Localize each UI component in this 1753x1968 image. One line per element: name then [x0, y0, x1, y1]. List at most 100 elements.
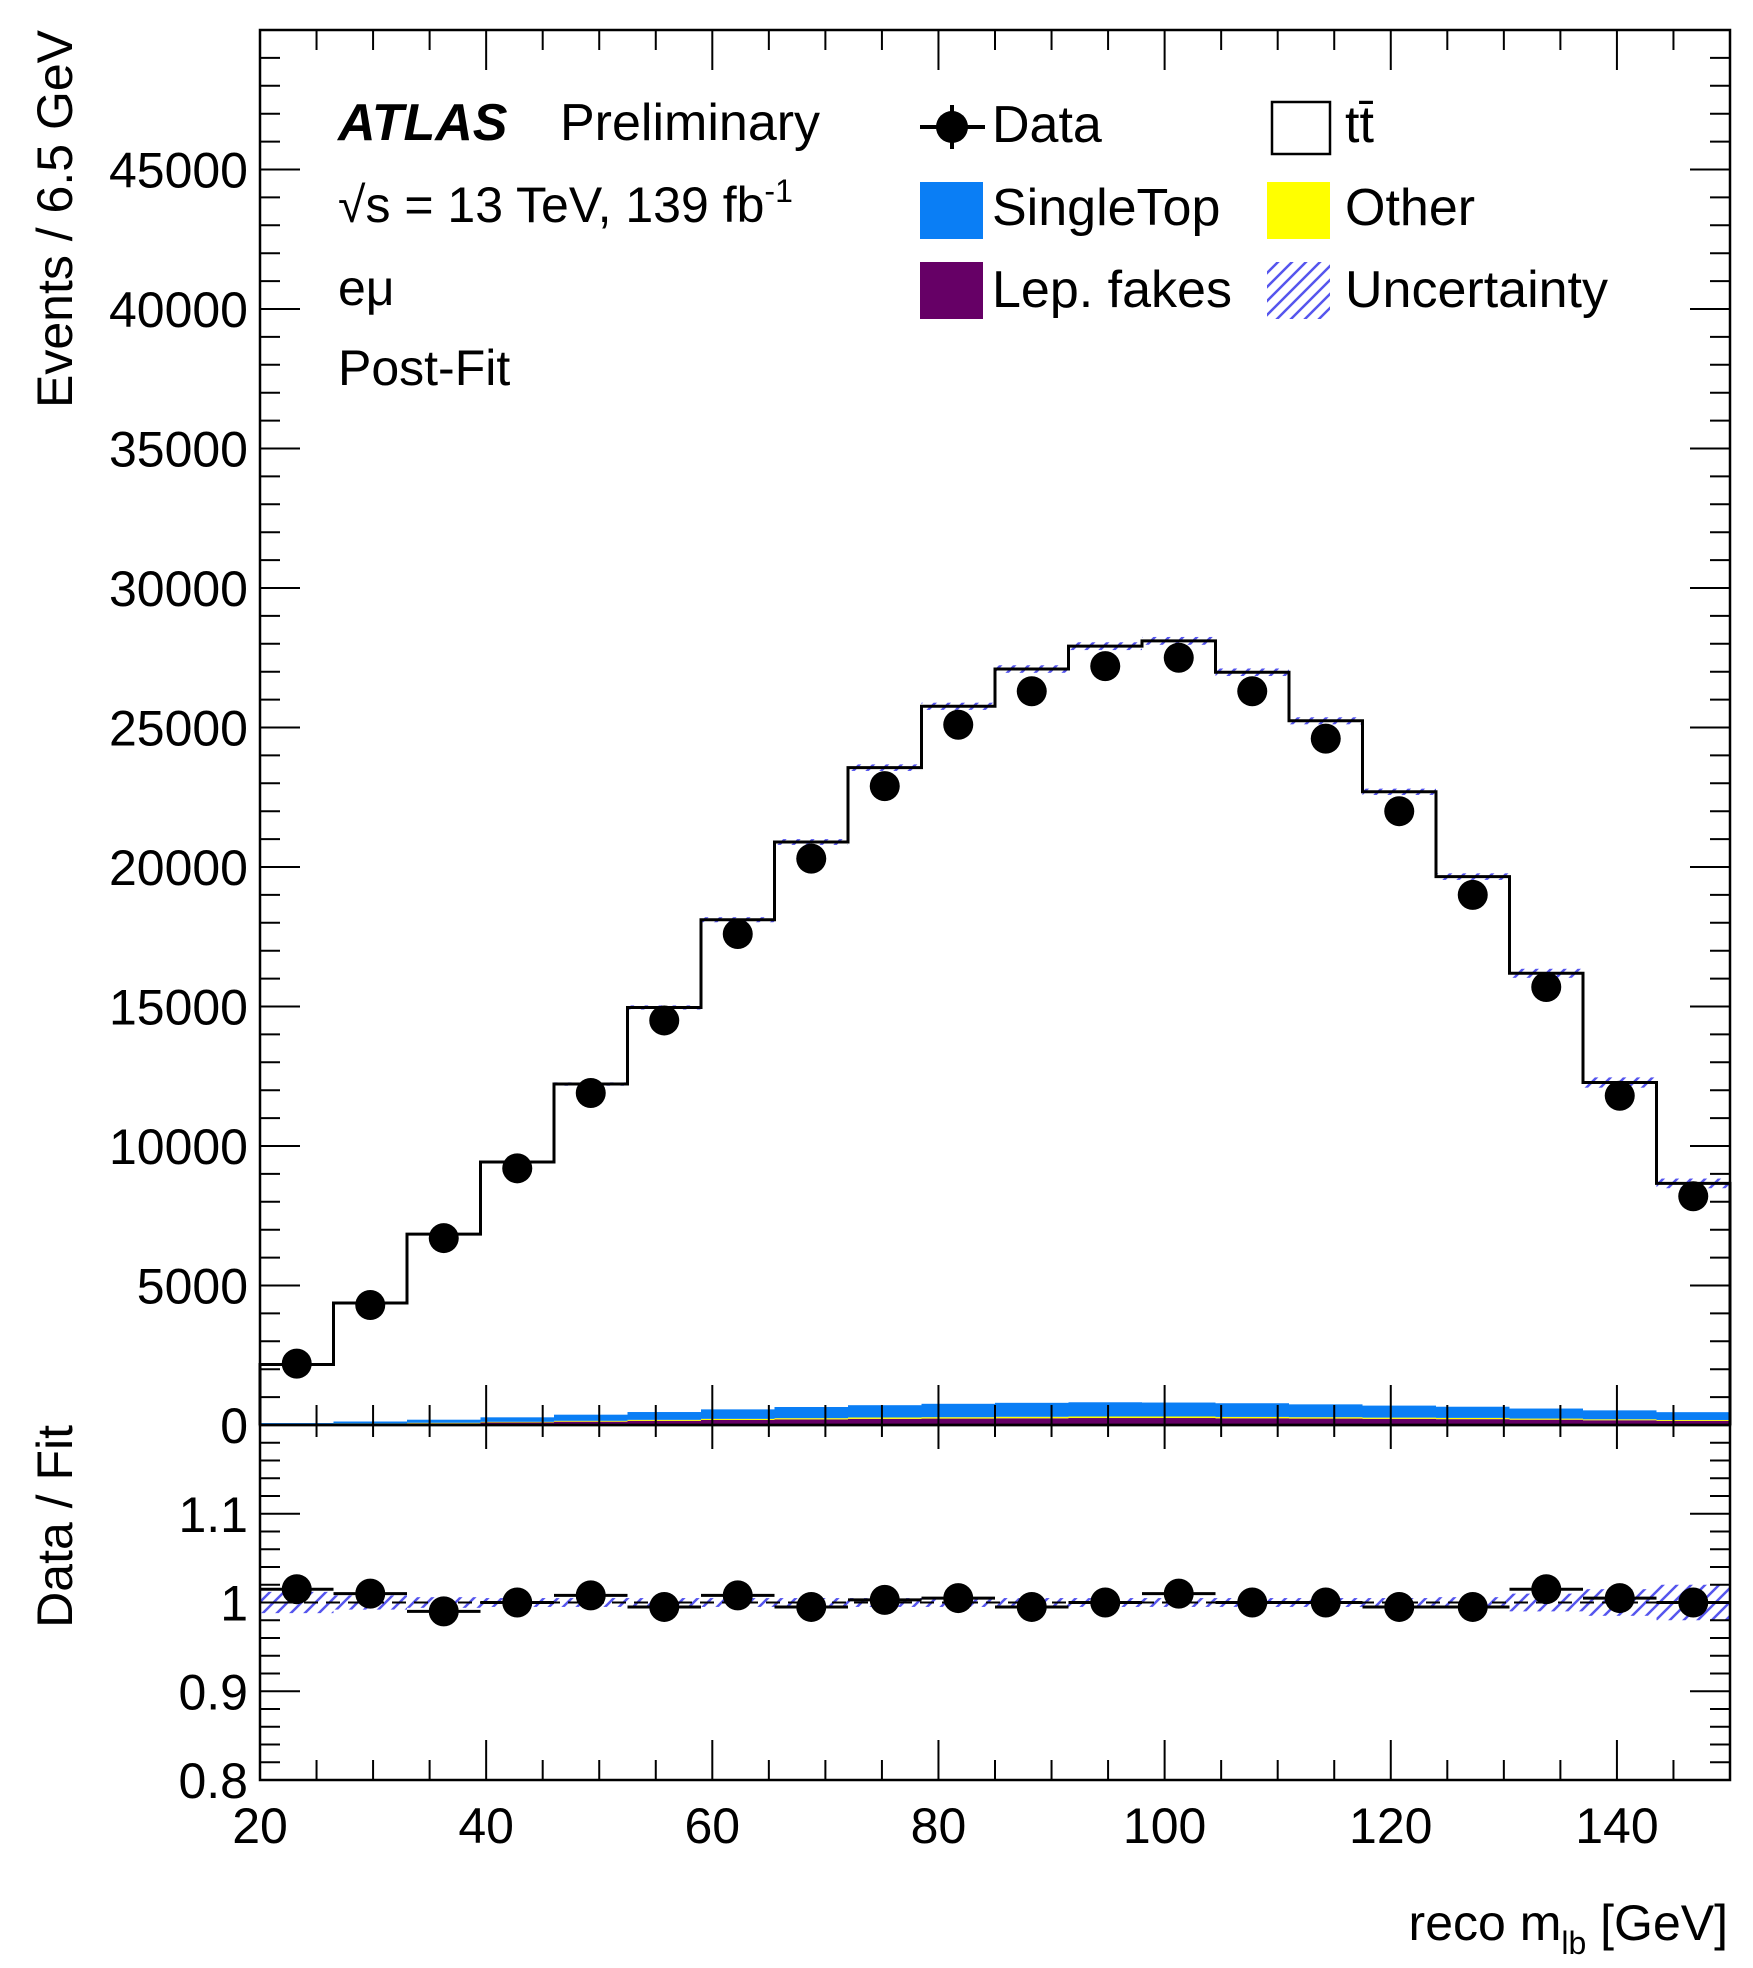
- ratio-y-axis-ticks: 0.8 0.9 1 1.1: [178, 1424, 1730, 1809]
- data-point-9: [943, 709, 974, 740]
- data-marker-icon: [936, 111, 968, 143]
- fakes-bin-18: [1583, 1420, 1657, 1425]
- ratio-y-axis-label: Data / Fit: [27, 1425, 83, 1628]
- y-tick-label: 35000: [109, 422, 248, 478]
- fakes-bin-4: [554, 1421, 628, 1425]
- ratio-y-tick-label: 0.9: [178, 1664, 248, 1720]
- ratio-y-tick-label: 0.8: [178, 1753, 248, 1809]
- ratio-point-15: [1384, 1591, 1415, 1622]
- legend-label-ttbar: tt̄: [1345, 96, 1374, 154]
- singletop-bin-3: [480, 1417, 554, 1422]
- other-bin-19: [1656, 1419, 1730, 1421]
- ratio-point-10: [1016, 1591, 1047, 1622]
- ratio-data-points: [260, 1574, 1730, 1627]
- other-bin-15: [1362, 1417, 1436, 1419]
- x-axis-ticks-main: [259, 30, 1731, 1425]
- data-point-4: [575, 1077, 606, 1108]
- singletop-bin-8: [848, 1405, 922, 1418]
- atlas-label-block: ATLAS Preliminary √s = 13 TeV, 139 fb-1 …: [336, 94, 820, 396]
- singletop-bin-10: [995, 1402, 1069, 1417]
- ratio-point-8: [869, 1584, 900, 1615]
- other-swatch: [1267, 182, 1330, 239]
- uncertainty-swatch: [1267, 262, 1330, 319]
- fakes-bin-9: [921, 1418, 995, 1425]
- x-tick-label: 80: [911, 1798, 967, 1854]
- singletop-bin-15: [1362, 1405, 1436, 1418]
- singletop-bin-12: [1142, 1402, 1216, 1417]
- x-tick-label: 120: [1349, 1798, 1432, 1854]
- singletop-bin-5: [627, 1412, 701, 1420]
- other-bin-17: [1509, 1418, 1583, 1420]
- x-axis-ticks: 20 40 60 80 100 120 140: [232, 1425, 1731, 1854]
- ttbar-outline: [258, 639, 1732, 1425]
- ratio-point-17: [1531, 1574, 1562, 1605]
- background-stack: [260, 1402, 1730, 1425]
- fakes-bin-14: [1289, 1418, 1363, 1425]
- fakes-bin-19: [1656, 1420, 1730, 1425]
- data-point-11: [1090, 651, 1121, 682]
- x-tick-label: 20: [232, 1798, 288, 1854]
- ratio-y-tick-label: 1: [220, 1576, 248, 1632]
- channel-label: eμ: [338, 260, 395, 316]
- ratio-point-6: [722, 1580, 753, 1611]
- fakes-swatch: [920, 262, 983, 319]
- legend-data: Data: [920, 96, 1102, 154]
- ratio-point-0: [281, 1574, 312, 1605]
- y-tick-label: 45000: [109, 143, 248, 199]
- data-point-19: [1678, 1181, 1709, 1212]
- singletop-bin-19: [1656, 1412, 1730, 1420]
- fakes-bin-17: [1509, 1419, 1583, 1425]
- singletop-bin-9: [921, 1403, 995, 1418]
- x-tick-label: 140: [1575, 1798, 1658, 1854]
- legend-ttbar: tt̄: [1270, 96, 1374, 156]
- y-axis-ticks: 0 5000 10000 15000 20000 25000 30000 35000 40000…: [109, 56, 1730, 1454]
- ratio-point-12: [1163, 1578, 1194, 1609]
- preliminary-label: Preliminary: [560, 94, 820, 152]
- singletop-bin-2: [407, 1419, 481, 1423]
- data-point-3: [502, 1153, 533, 1184]
- other-bin-2: [407, 1422, 481, 1424]
- data-point-13: [1237, 676, 1268, 707]
- legend-singletop: SingleTop: [920, 179, 1220, 239]
- data-point-18: [1604, 1080, 1635, 1111]
- data-point-17: [1531, 971, 1562, 1002]
- singletop-bin-6: [701, 1409, 775, 1419]
- atlas-label: ATLAS: [336, 94, 508, 152]
- y-tick-label: 0: [220, 1398, 248, 1454]
- uncertainty-band: [260, 636, 1730, 1366]
- singletop-bin-17: [1509, 1408, 1583, 1419]
- singletop-bin-11: [1068, 1402, 1142, 1417]
- ratio-point-11: [1090, 1587, 1121, 1618]
- main-panel: 0 5000 10000 15000 20000 25000 30000 35000 40000…: [109, 28, 1732, 1454]
- x-tick-label: 40: [458, 1798, 514, 1854]
- singletop-swatch: [920, 182, 983, 239]
- fakes-bin-15: [1362, 1418, 1436, 1425]
- other-bin-7: [774, 1418, 848, 1420]
- ratio-panel: 0.8 0.9 1 1.1 20 40 60 80 100 120 140: [178, 1423, 1732, 1854]
- data-point-15: [1384, 796, 1415, 827]
- singletop-bin-16: [1436, 1406, 1510, 1418]
- other-bin-5: [627, 1419, 701, 1421]
- data-points: [281, 642, 1709, 1379]
- fakes-bin-13: [1215, 1418, 1289, 1425]
- other-bin-6: [701, 1418, 775, 1420]
- fakes-bin-3: [480, 1422, 554, 1425]
- fakes-bin-7: [774, 1419, 848, 1425]
- other-bin-12: [1142, 1416, 1216, 1419]
- other-bin-9: [921, 1417, 995, 1419]
- legend-label-fakes: Lep. fakes: [992, 261, 1232, 319]
- singletop-bin-4: [554, 1414, 628, 1421]
- y-tick-label: 15000: [109, 980, 248, 1036]
- ttbar-histogram: [258, 639, 1732, 1425]
- fakes-bin-16: [1436, 1419, 1510, 1425]
- legend-label-singletop: SingleTop: [992, 179, 1220, 237]
- ratio-point-14: [1310, 1587, 1341, 1618]
- singletop-bin-1: [333, 1421, 407, 1424]
- singletop-bin-14: [1289, 1404, 1363, 1418]
- ratio-point-3: [502, 1587, 533, 1618]
- x-tick-label: 60: [684, 1798, 740, 1854]
- other-bin-13: [1215, 1416, 1289, 1419]
- ratio-point-4: [575, 1580, 606, 1611]
- singletop-bin-18: [1583, 1410, 1657, 1420]
- energy-lumi-label: √s = 13 TeV, 139 fb-1: [338, 173, 793, 233]
